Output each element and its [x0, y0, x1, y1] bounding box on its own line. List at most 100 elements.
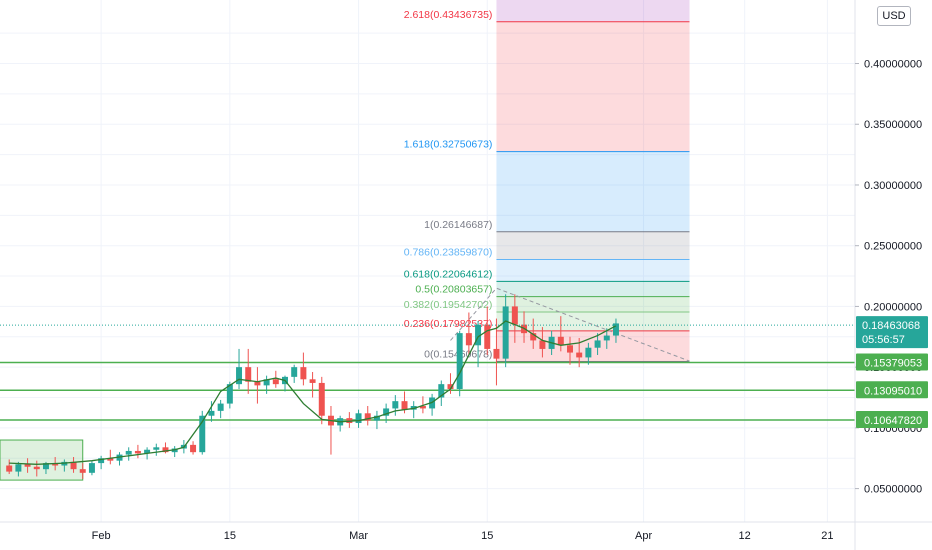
candle-body — [245, 367, 252, 382]
fib-level-label: 0.786(0.23859870) — [404, 247, 493, 259]
candle-body — [475, 324, 482, 346]
candle-body — [484, 324, 491, 349]
candle — [125, 447, 132, 461]
candle-body — [254, 381, 261, 386]
candle-body — [493, 348, 500, 359]
price-tag-label: 0.15379053 — [864, 358, 922, 370]
candle-body — [603, 335, 610, 341]
candle — [364, 406, 371, 426]
x-tick-label: 15 — [481, 530, 493, 542]
range-rectangle[interactable] — [0, 439, 84, 481]
candle-body — [70, 461, 77, 470]
price-tag-bg — [856, 381, 928, 399]
fib-zone — [496, 151, 690, 232]
candle — [272, 370, 279, 388]
candle-body — [447, 384, 454, 390]
candle-body — [392, 401, 399, 409]
candle-body — [401, 401, 408, 410]
candle — [300, 352, 307, 386]
candle-body — [98, 458, 105, 464]
candle-body — [236, 367, 243, 385]
candle-body — [52, 463, 59, 466]
candle — [594, 333, 601, 356]
fib-zone — [496, 281, 690, 297]
candle-body — [465, 333, 472, 346]
x-tick-label: Apr — [635, 530, 652, 542]
x-axis[interactable]: Feb 15 Mar 15 Apr 12 21 — [92, 530, 834, 542]
fib-level-label: 0.382(0.19542702) — [404, 299, 493, 311]
x-tick-label: Mar — [349, 530, 368, 542]
fib-zone — [496, 259, 690, 282]
candle-body — [226, 384, 233, 404]
fib-zone — [496, 231, 690, 260]
candle — [373, 410, 380, 430]
candle — [502, 294, 509, 368]
candle — [493, 318, 500, 386]
candle-body — [144, 449, 151, 454]
candle-body — [567, 345, 573, 353]
candle-body — [263, 379, 270, 386]
support-level-tag: 0.15379053 — [856, 353, 928, 371]
y-tick-label: 0.20000000 — [864, 301, 922, 313]
trend-line[interactable] — [450, 287, 690, 362]
candle-body — [502, 306, 509, 359]
candle — [171, 446, 178, 458]
support-level-tag: 0.10647820 — [856, 411, 928, 429]
candle — [346, 412, 353, 428]
candle-body — [557, 336, 564, 346]
candle-body — [355, 413, 362, 424]
candle-body — [125, 450, 132, 455]
candle-body — [456, 333, 463, 390]
x-tick-label: 15 — [224, 530, 236, 542]
price-tag-bg — [856, 316, 928, 349]
candle-body — [594, 340, 601, 348]
candle-body — [612, 323, 619, 336]
candle-body — [511, 306, 518, 325]
candle-body — [15, 464, 22, 472]
support-level-tag: 0.13095010 — [856, 381, 928, 399]
candle-body — [530, 333, 537, 341]
candle — [392, 395, 399, 416]
x-tick-label: 12 — [739, 530, 751, 542]
candle — [116, 452, 123, 466]
fibonacci-extension[interactable]: 0(0.15460678)0.236(0.17982537)0.382(0.19… — [404, 0, 690, 363]
candle — [226, 381, 233, 409]
candle-body — [585, 347, 592, 358]
candle — [15, 461, 22, 477]
fib-level-label: 0.236(0.17982537) — [404, 318, 493, 330]
y-axis[interactable]: 0.050000000.100000000.150000000.20000000… — [855, 59, 922, 496]
candle — [410, 401, 417, 419]
candle-body — [373, 415, 380, 421]
fib-level-label: 1.618(0.32750673) — [404, 139, 493, 151]
candle-body — [208, 410, 215, 416]
candle-body — [291, 367, 298, 377]
fib-level-label: 0.618(0.22064612) — [404, 268, 493, 280]
currency-button[interactable]: USD — [877, 6, 911, 26]
fib-zone — [496, 21, 690, 152]
candle — [217, 399, 224, 419]
candle-body — [42, 463, 49, 470]
candle — [465, 312, 472, 356]
candle-body — [6, 465, 13, 472]
candle — [337, 415, 344, 432]
candle — [79, 463, 86, 479]
fib-level-label: 2.618(0.43436735) — [404, 9, 493, 21]
candle — [612, 318, 619, 343]
candle — [539, 327, 546, 358]
price-tag-label: 0.10647820 — [864, 415, 922, 427]
fib-zone — [496, 296, 690, 312]
candle — [134, 444, 141, 459]
candle — [245, 348, 252, 394]
candle-body — [190, 444, 197, 453]
bar-countdown: 05:56:57 — [862, 334, 905, 346]
candle — [327, 406, 334, 455]
candle-body — [419, 406, 426, 409]
y-tick-label: 0.30000000 — [864, 180, 922, 192]
fib-zone — [496, 330, 690, 362]
candle — [70, 457, 77, 473]
price-tag-label: 0.13095010 — [864, 385, 922, 397]
price-tag-bg — [856, 353, 928, 371]
candle-body — [318, 382, 325, 416]
